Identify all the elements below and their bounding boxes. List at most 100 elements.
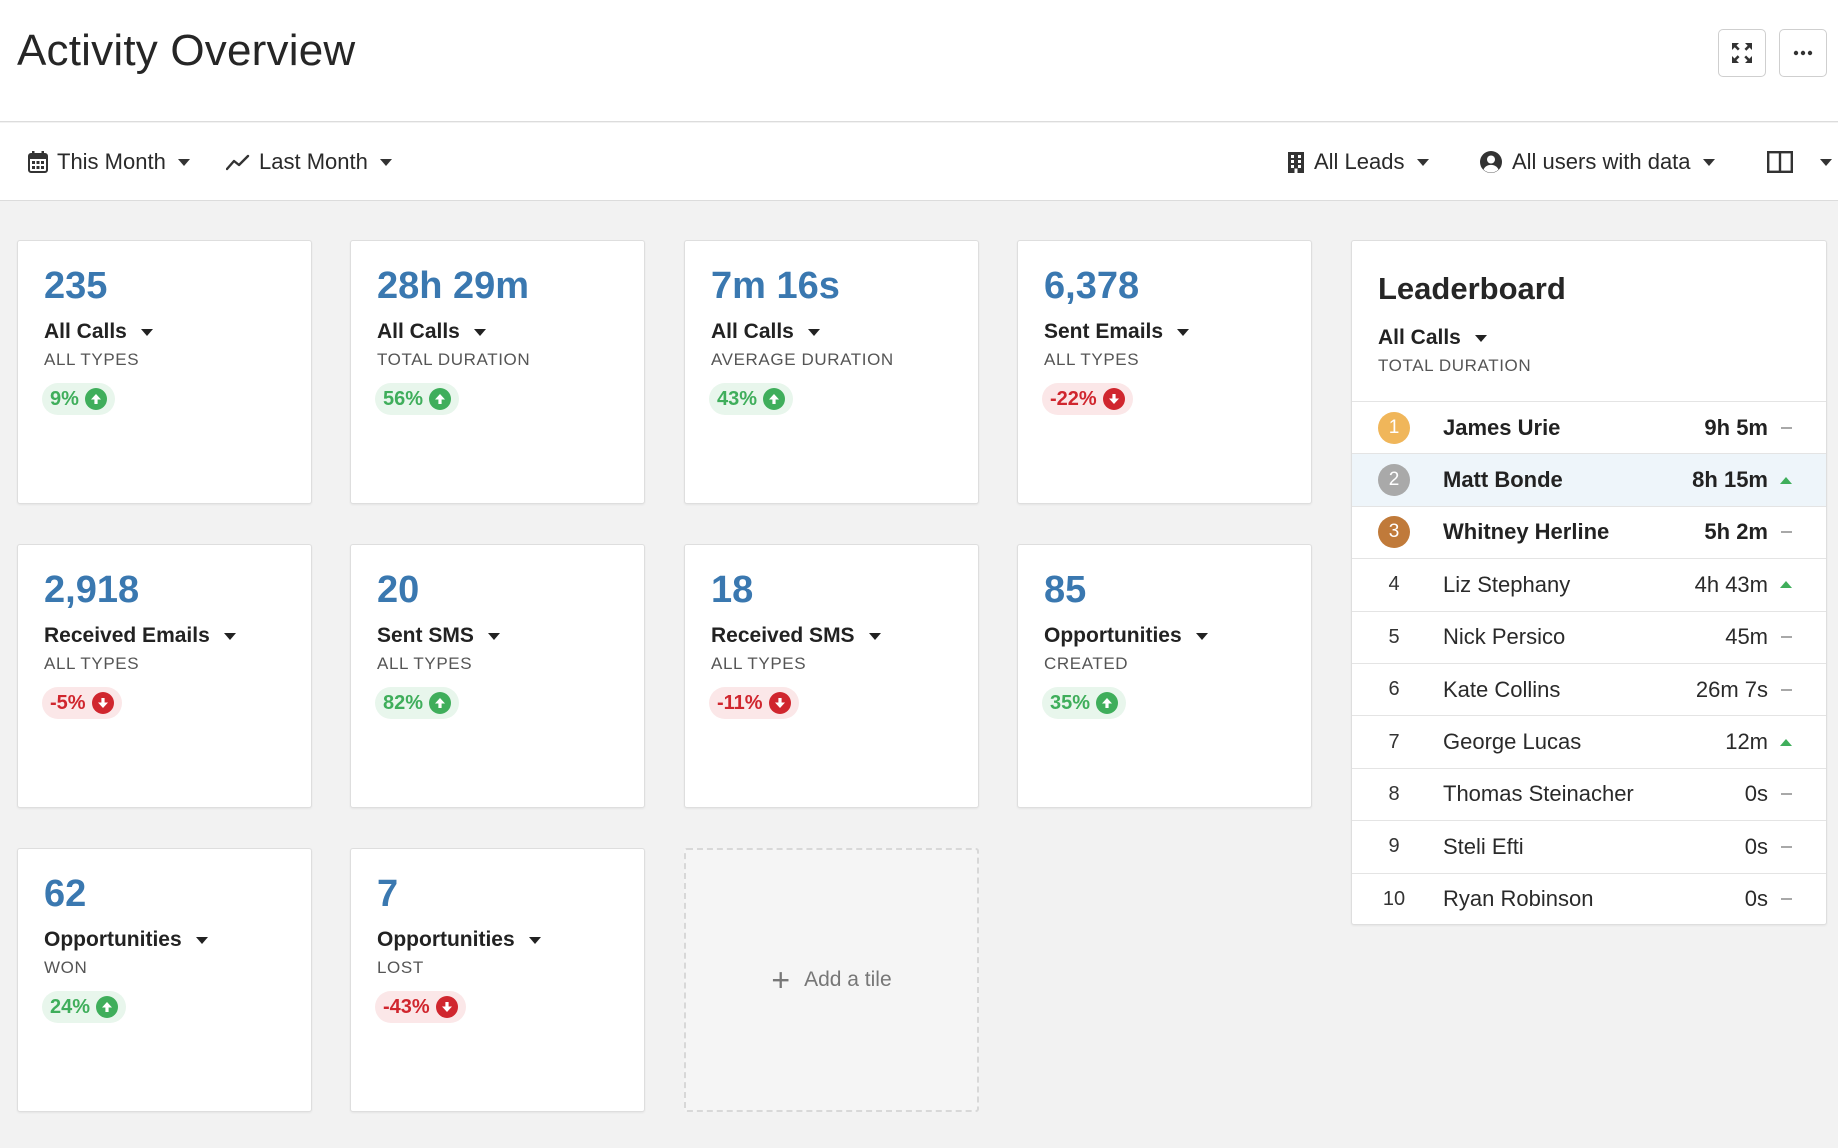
tile-metric-label: Received SMS [711, 624, 855, 647]
user-name: James Urie [1443, 414, 1561, 440]
tile-metric-dropdown[interactable]: Received SMS [711, 624, 881, 648]
compare-filter-dropdown[interactable]: Last Month [226, 123, 392, 201]
change-value: 35% [1050, 691, 1091, 714]
change-value: -5% [50, 691, 86, 714]
leaderboard-row[interactable]: 2 Matt Bonde 8h 15m [1352, 453, 1826, 506]
trend-flat-icon [1780, 636, 1792, 639]
arrow-up-circle-icon [429, 692, 452, 714]
tile-metric-dropdown[interactable]: Received Emails [44, 624, 236, 648]
trend-flat-icon [1780, 898, 1792, 901]
leads-filter-dropdown[interactable]: All Leads [1287, 123, 1429, 201]
chevron-down-icon [868, 632, 881, 640]
tile-metric-dropdown[interactable]: Opportunities [377, 928, 541, 952]
chevron-down-icon [1474, 334, 1487, 342]
metric-tile[interactable]: 85 Opportunities CREATED 35% [1017, 544, 1312, 808]
change-value: -11% [717, 691, 763, 714]
user-duration: 8h 15m [1692, 467, 1768, 493]
tile-subtitle: AVERAGE DURATION [711, 350, 894, 369]
arrow-up-circle-icon [763, 388, 786, 410]
leaderboard-row[interactable]: 10 Ryan Robinson 0s [1352, 872, 1826, 924]
chevron-down-icon [1195, 632, 1208, 640]
fullscreen-button[interactable] [1718, 29, 1766, 77]
leaderboard-row[interactable]: 4 Liz Stephany 4h 43m [1352, 558, 1826, 610]
leaderboard-row[interactable]: 5 Nick Persico 45m [1352, 610, 1826, 663]
tile-metric-dropdown[interactable]: All Calls [377, 320, 486, 344]
change-value: 43% [717, 387, 758, 410]
change-value: -43% [383, 995, 430, 1018]
rank-medal-icon: 3 [1378, 516, 1410, 549]
metric-tile[interactable]: 28h 29m All Calls TOTAL DURATION 56% [350, 240, 645, 504]
user-name: Thomas Steinacher [1443, 781, 1634, 807]
chevron-down-icon [379, 158, 392, 166]
arrow-down-circle-icon [768, 692, 791, 714]
rank-number: 8 [1388, 782, 1400, 805]
metric-tile[interactable]: 62 Opportunities WON 24% [17, 848, 312, 1112]
ellipsis-icon [1793, 50, 1813, 56]
trend-flat-icon [1780, 426, 1792, 429]
chevron-down-icon [223, 632, 236, 640]
change-badge: -43% [375, 991, 466, 1023]
arrow-up-circle-icon [84, 388, 107, 410]
trend-flat-icon [1780, 793, 1792, 796]
period-filter-dropdown[interactable]: This Month [28, 123, 190, 201]
change-badge: 82% [375, 687, 460, 719]
tile-metric-label: All Calls [44, 320, 127, 343]
metric-tile[interactable]: 2,918 Received Emails ALL TYPES -5% [17, 544, 312, 808]
users-filter-dropdown[interactable]: All users with data [1479, 123, 1715, 201]
arrow-down-circle-icon [435, 996, 458, 1018]
leaderboard-panel: Leaderboard All Calls TOTAL DURATION 1 Ja… [1351, 240, 1827, 925]
metric-tile[interactable]: 18 Received SMS ALL TYPES -11% [684, 544, 979, 808]
rank-number: 9 [1388, 835, 1400, 858]
user-duration: 0s [1744, 886, 1768, 912]
tile-metric-dropdown[interactable]: Opportunities [1044, 624, 1208, 648]
layout-toggle-dropdown[interactable] [1767, 123, 1832, 201]
change-value: -22% [1050, 387, 1097, 410]
calendar-icon [28, 151, 48, 173]
change-value: 56% [383, 387, 424, 410]
rank-number: 10 [1382, 887, 1406, 910]
add-tile-button[interactable]: + Add a tile [684, 848, 979, 1112]
trend-line-icon [226, 153, 250, 171]
metric-tile[interactable]: 6,378 Sent Emails ALL TYPES -22% [1017, 240, 1312, 504]
leaderboard-row[interactable]: 9 Steli Efti 0s [1352, 820, 1826, 872]
change-badge: 24% [42, 991, 127, 1023]
leaderboard-row[interactable]: 1 James Urie 9h 5m [1352, 401, 1826, 453]
trend-up-icon [1780, 476, 1792, 484]
tile-metric-label: All Calls [711, 320, 794, 343]
leaderboard-row[interactable]: 7 George Lucas 12m [1352, 715, 1826, 767]
chevron-down-icon [1177, 328, 1190, 336]
tile-metric-label: Sent Emails [1044, 320, 1164, 343]
leaderboard-metric-label: All Calls [1378, 326, 1461, 349]
change-value: 82% [383, 691, 424, 714]
more-options-button[interactable] [1779, 29, 1827, 77]
leaderboard-row[interactable]: 8 Thomas Steinacher 0s [1352, 767, 1826, 820]
period-filter-label: This Month [57, 149, 166, 174]
change-badge: 35% [1042, 687, 1127, 719]
tile-metric-dropdown[interactable]: Sent Emails [1044, 320, 1190, 344]
user-name: Steli Efti [1443, 833, 1524, 859]
chevron-down-icon [195, 936, 208, 944]
user-duration: 0s [1744, 781, 1768, 807]
tile-metric-dropdown[interactable]: All Calls [44, 320, 153, 344]
metric-tile[interactable]: 235 All Calls ALL TYPES 9% [17, 240, 312, 504]
tile-metric-dropdown[interactable]: Sent SMS [377, 624, 500, 648]
change-badge: 43% [709, 383, 794, 415]
leaderboard-metric-dropdown[interactable]: All Calls [1378, 326, 1487, 350]
tile-metric-dropdown[interactable]: Opportunities [44, 928, 208, 952]
tile-metric-dropdown[interactable]: All Calls [711, 320, 820, 344]
chevron-down-icon [487, 632, 500, 640]
building-icon [1287, 151, 1305, 173]
metric-tile[interactable]: 7m 16s All Calls AVERAGE DURATION 43% [684, 240, 979, 504]
leaderboard-row[interactable]: 3 Whitney Herline 5h 2m [1352, 505, 1826, 558]
metric-tile[interactable]: 7 Opportunities LOST -43% [350, 848, 645, 1112]
tile-metric-label: Opportunities [377, 928, 515, 951]
tile-subtitle: ALL TYPES [377, 654, 473, 673]
leaderboard-row[interactable]: 6 Kate Collins 26m 7s [1352, 662, 1826, 715]
tile-subtitle: WON [44, 958, 88, 977]
tile-value: 18 [711, 569, 754, 611]
change-value: 9% [50, 387, 79, 410]
tile-metric-label: Sent SMS [377, 624, 474, 647]
tile-subtitle: ALL TYPES [44, 654, 140, 673]
metric-tile[interactable]: 20 Sent SMS ALL TYPES 82% [350, 544, 645, 808]
user-duration: 9h 5m [1704, 414, 1768, 440]
